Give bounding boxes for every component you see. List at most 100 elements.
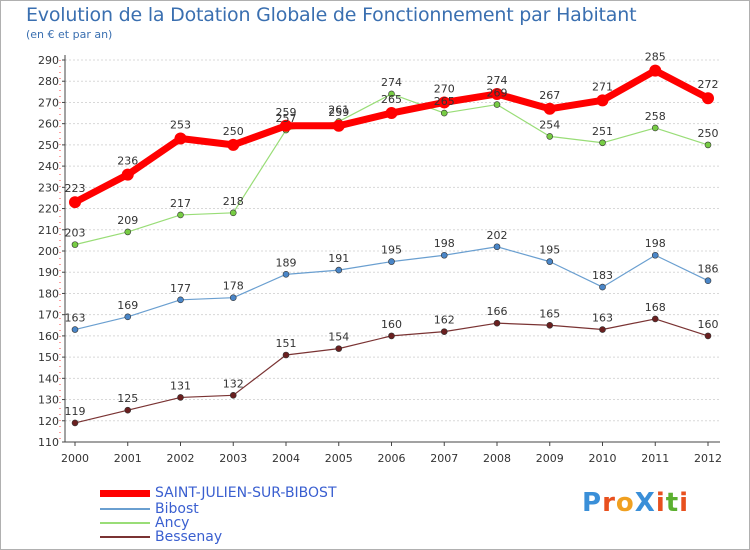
logo-letter: i <box>655 488 666 518</box>
legend-swatch <box>100 489 150 497</box>
y-tick-label: 120 <box>38 415 59 428</box>
y-tick-label: 150 <box>38 351 59 364</box>
data-point <box>71 419 79 427</box>
data-point <box>493 101 501 108</box>
data-label: 218 <box>223 195 244 208</box>
y-tick-label: 270 <box>38 96 59 109</box>
data-point <box>282 271 290 278</box>
series-line-saint-julien-sur-bibost <box>71 67 712 206</box>
y-tick-label: 260 <box>38 118 59 131</box>
logo-letter: X <box>634 488 656 518</box>
data-label: 202 <box>487 229 508 242</box>
data-label: 166 <box>487 305 508 318</box>
logo-letter: r <box>602 488 616 518</box>
data-point <box>599 283 606 291</box>
data-label: 151 <box>276 337 297 350</box>
data-label: 250 <box>698 127 719 140</box>
logo-letter: o <box>615 488 635 518</box>
legend-swatch <box>100 522 150 524</box>
data-point <box>335 266 343 274</box>
data-label: 223 <box>65 182 86 195</box>
series-group <box>69 64 714 427</box>
data-point <box>174 132 187 145</box>
y-tick-label: 190 <box>38 266 59 279</box>
data-label: 261 <box>328 104 349 117</box>
legend-item-bessenay: Bessenay <box>100 529 222 545</box>
data-label: 163 <box>65 312 86 325</box>
data-label: 250 <box>223 125 244 138</box>
legend-item-bibost: Bibost <box>100 501 199 517</box>
legend-label: Bibost <box>155 501 199 517</box>
data-point <box>177 394 184 401</box>
data-point <box>280 119 292 132</box>
data-point <box>229 392 237 399</box>
x-tick-label: 2007 <box>430 452 458 465</box>
data-label: 125 <box>117 392 138 405</box>
data-label: 259 <box>328 106 349 119</box>
data-point <box>385 107 398 120</box>
data-point <box>388 90 395 98</box>
data-label: 191 <box>328 252 349 265</box>
x-tick-label: 2001 <box>114 452 142 465</box>
legend-label: Bessenay <box>155 529 223 545</box>
data-label: 132 <box>223 377 244 390</box>
data-label: 165 <box>539 307 560 320</box>
data-point <box>332 119 345 132</box>
y-tick-label: 170 <box>38 309 59 322</box>
data-label: 258 <box>645 110 666 123</box>
data-label: 251 <box>592 125 613 138</box>
data-label: 271 <box>592 80 613 93</box>
data-label: 254 <box>539 118 560 131</box>
y-tick-label: 230 <box>38 181 59 194</box>
data-point <box>493 319 501 327</box>
y-tick-label: 160 <box>38 330 59 343</box>
data-label: 160 <box>381 318 402 331</box>
data-point <box>71 326 79 333</box>
proxiti-logo: ProXiti <box>582 488 689 518</box>
x-tick-label: 2005 <box>325 452 353 465</box>
y-tick-label: 290 <box>38 54 59 67</box>
data-label: 183 <box>592 269 613 282</box>
y-tick-label: 140 <box>38 372 59 385</box>
legend-label: SAINT-JULIEN-SUR-BIBOST <box>155 485 337 501</box>
x-tick-label: 2008 <box>483 452 511 465</box>
x-tick-label: 2010 <box>589 452 617 465</box>
y-tick-label: 240 <box>38 160 59 173</box>
data-label: 270 <box>434 82 455 95</box>
y-tick-label: 220 <box>38 203 59 216</box>
data-label: 257 <box>276 112 297 125</box>
data-label: 236 <box>117 155 138 168</box>
data-point <box>282 351 290 359</box>
legend-label: Ancy <box>155 515 190 531</box>
data-point <box>649 64 662 77</box>
data-label: 217 <box>170 197 191 210</box>
data-point <box>599 326 606 333</box>
data-point <box>121 168 134 181</box>
data-label: 168 <box>645 301 666 314</box>
x-tick-label: 2006 <box>378 452 406 465</box>
data-label: 160 <box>698 318 719 331</box>
data-label: 274 <box>381 76 402 89</box>
data-point <box>702 92 714 105</box>
data-point <box>227 138 240 151</box>
axes: 110 120 130 140 150 160 170 180 190 200 210 220 230 2… <box>38 54 722 465</box>
data-label: 274 <box>487 74 508 87</box>
data-point <box>704 332 712 340</box>
data-label: 189 <box>276 256 297 269</box>
x-tick-label: 2009 <box>536 452 564 465</box>
data-label: 285 <box>645 51 666 64</box>
logo-letter: i <box>679 488 690 518</box>
data-label: 209 <box>117 214 138 227</box>
data-point <box>596 94 609 107</box>
data-label: 203 <box>65 227 86 240</box>
data-label: 253 <box>170 119 191 132</box>
data-point <box>440 328 448 335</box>
x-tick-label: 2012 <box>694 452 722 465</box>
data-point <box>124 228 132 236</box>
data-point <box>546 321 554 329</box>
legend-swatch <box>100 508 150 510</box>
data-point <box>229 294 237 301</box>
data-point <box>704 141 712 149</box>
data-point <box>177 211 184 219</box>
data-point <box>599 139 606 147</box>
